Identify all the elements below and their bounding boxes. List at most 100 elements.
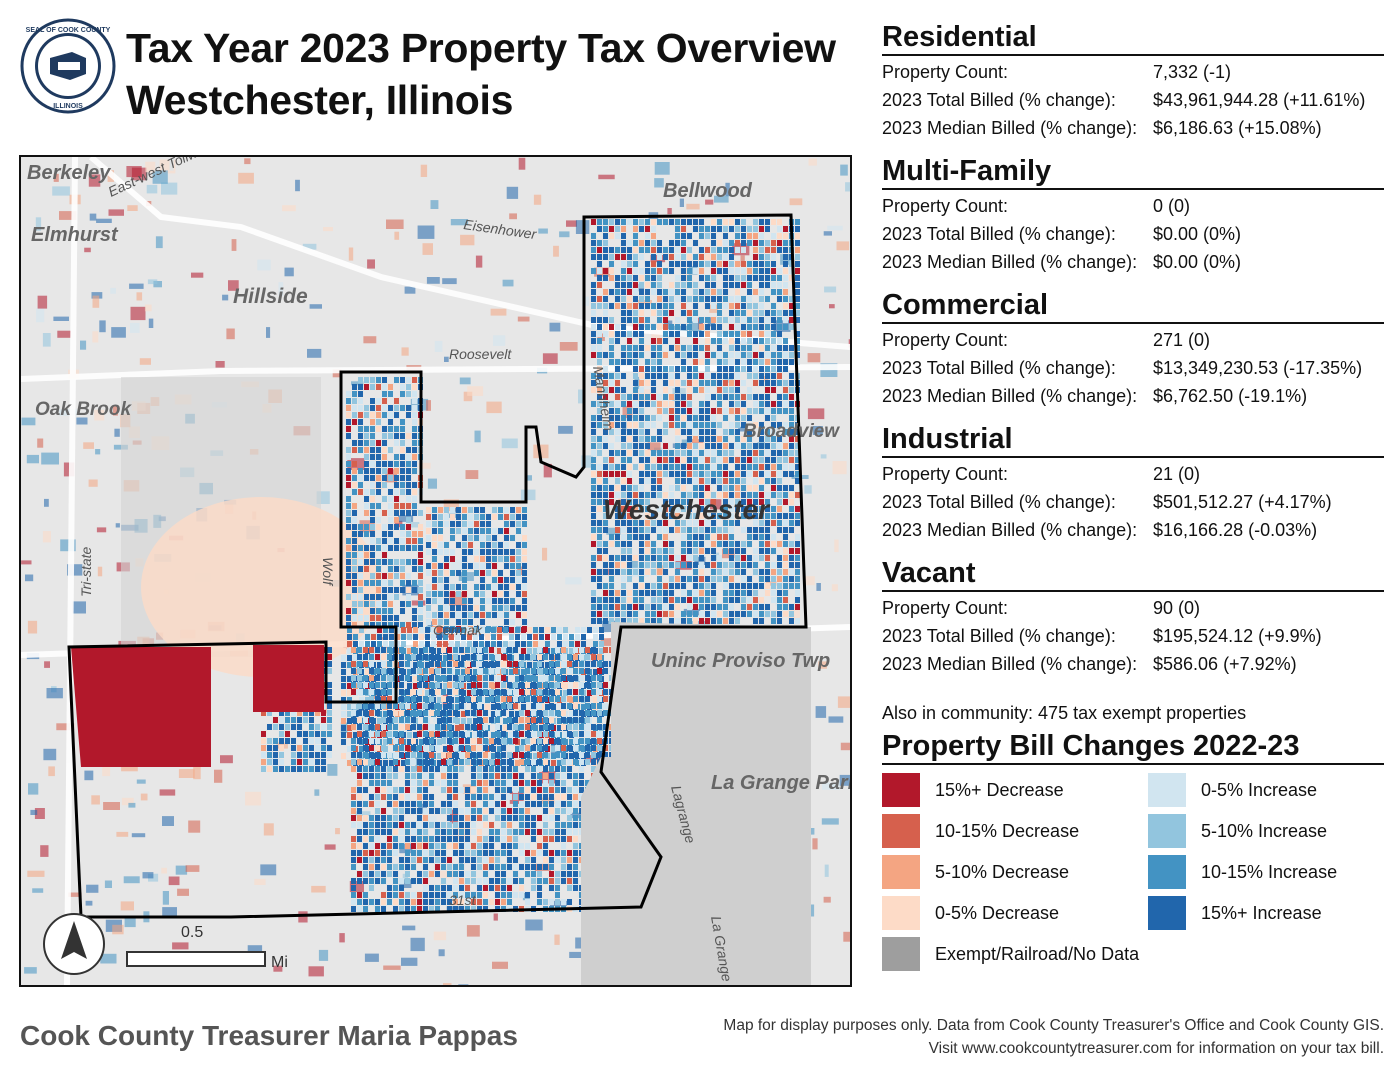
- legend-item: Exempt/Railroad/No Data: [882, 937, 1139, 971]
- median-label: 2023 Median Billed (% change):: [882, 118, 1138, 138]
- median-value: $6,186.63 (+15.08%): [1153, 118, 1322, 138]
- title-line-2: Westchester, Illinois: [126, 77, 514, 123]
- property-stats-panel: Residential Property Count: 7,332 (-1) 20…: [882, 20, 1384, 726]
- legend: 15%+ Decrease 10-15% Decrease 5-10% Decr…: [882, 773, 1384, 983]
- total-value: $13,349,230.53 (-17.35%): [1153, 358, 1363, 378]
- count-label: Property Count:: [882, 598, 1009, 618]
- legend-label: 0-5% Decrease: [935, 902, 1060, 923]
- legend-label: Exempt/Railroad/No Data: [935, 943, 1140, 964]
- total-label: 2023 Total Billed (% change):: [882, 224, 1116, 244]
- place-label-bellwood: Bellwood: [663, 180, 753, 202]
- page-title: Tax Year 2023 Property Tax Overview West…: [126, 22, 836, 126]
- legend-swatch: [1148, 896, 1186, 930]
- legend-title: Property Bill Changes 2022-23: [882, 729, 1384, 765]
- disclaimer-line-1: Map for display purposes only. Data from…: [723, 1017, 1384, 1034]
- road-label-tri-state: Tri-state: [78, 546, 94, 597]
- total-label: 2023 Total Billed (% change):: [882, 492, 1116, 512]
- place-label-elmhurst: Elmhurst: [31, 224, 119, 246]
- place-label-uninc-proviso: Uninc Proviso Twp: [651, 650, 830, 672]
- section-residential: Residential Property Count: 7,332 (-1) 20…: [882, 20, 1384, 142]
- total-value: $43,961,944.28 (+11.61%): [1153, 90, 1366, 110]
- cook-county-seal-logo: SEAL OF COOK COUNTY ILLINOIS: [20, 18, 116, 114]
- total-label: 2023 Total Billed (% change):: [882, 358, 1116, 378]
- legend-swatch: [882, 896, 920, 930]
- total-value: $501,512.27 (+4.17%): [1153, 492, 1332, 512]
- count-label: Property Count:: [882, 62, 1009, 82]
- section-title: Vacant: [882, 556, 1384, 592]
- hillside-parcel-area: [141, 497, 381, 677]
- count-label: Property Count:: [882, 464, 1009, 484]
- median-value: $6,762.50 (-19.1%): [1153, 386, 1308, 406]
- exempt-note: Also in community: 475 tax exempt proper…: [882, 703, 1247, 723]
- community-boundary: [67, 213, 808, 919]
- legend-label: 10-15% Decrease: [935, 820, 1080, 841]
- large-decrease-parcel: [71, 647, 211, 767]
- road-label-cermak: Cermak: [433, 622, 483, 638]
- disclaimer-line-2: Visit www.cookcountytreasurer.com for in…: [928, 1040, 1384, 1057]
- scale-unit: Mi: [271, 954, 288, 971]
- section-title: Industrial: [882, 422, 1384, 458]
- legend-item: 10-15% Increase: [1148, 855, 1337, 889]
- unincorporated-area: [581, 622, 811, 985]
- footer-credit: Cook County Treasurer Maria Pappas: [20, 1020, 518, 1051]
- place-label-broadview: Broadview: [743, 421, 840, 442]
- median-value: $586.06 (+7.92%): [1153, 654, 1297, 674]
- road-label-wolf: Wolf: [320, 557, 336, 587]
- road-label-31st: 31st: [449, 892, 477, 908]
- legend-item: 0-5% Increase: [1148, 773, 1317, 807]
- legend-swatch: [882, 937, 920, 971]
- section-title: Commercial: [882, 288, 1384, 324]
- median-value: $16,166.28 (-0.03%): [1153, 520, 1318, 540]
- section-title: Residential: [882, 20, 1384, 56]
- legend-swatch: [882, 814, 920, 848]
- median-label: 2023 Median Billed (% change):: [882, 386, 1138, 406]
- count-value: 21 (0): [1153, 464, 1201, 484]
- road-label-roosevelt: Roosevelt: [449, 346, 512, 362]
- legend-label: 5-10% Increase: [1201, 820, 1328, 841]
- median-value: $0.00 (0%): [1153, 252, 1242, 272]
- legend-label: 0-5% Increase: [1201, 779, 1318, 800]
- count-label: Property Count:: [882, 330, 1009, 350]
- total-value: $0.00 (0%): [1153, 224, 1242, 244]
- place-label-berkeley: Berkeley: [27, 162, 111, 184]
- legend-item: 15%+ Increase: [1148, 896, 1322, 930]
- place-label-oak-brook: Oak Brook: [35, 399, 133, 420]
- legend-item: 5-10% Decrease: [882, 855, 1069, 889]
- count-value: 0 (0): [1153, 196, 1191, 216]
- legend-swatch: [882, 773, 920, 807]
- total-label: 2023 Total Billed (% change):: [882, 626, 1116, 646]
- median-label: 2023 Median Billed (% change):: [882, 252, 1138, 272]
- svg-text:SEAL OF COOK COUNTY: SEAL OF COOK COUNTY: [26, 27, 111, 34]
- legend-label: 5-10% Decrease: [935, 861, 1070, 882]
- section-vacant: Vacant Property Count: 90 (0) 2023 Total …: [882, 556, 1384, 678]
- section-commercial: Commercial Property Count: 271 (0) 2023 T…: [882, 288, 1384, 410]
- svg-text:ILLINOIS: ILLINOIS: [53, 103, 83, 110]
- property-tax-map[interactable]: Berkeley Elmhurst Hillside Bellwood Oak …: [19, 155, 852, 987]
- count-value: 90 (0): [1153, 598, 1201, 618]
- place-labels: Berkeley Elmhurst Hillside Bellwood Oak …: [27, 162, 850, 794]
- median-label: 2023 Median Billed (% change):: [882, 654, 1138, 674]
- section-industrial: Industrial Property Count: 21 (0) 2023 To…: [882, 422, 1384, 544]
- legend-swatch: [1148, 814, 1186, 848]
- legend-label: 15%+ Increase: [1201, 902, 1322, 923]
- total-label: 2023 Total Billed (% change):: [882, 90, 1116, 110]
- count-value: 271 (0): [1153, 330, 1211, 350]
- legend-label: 10-15% Increase: [1201, 861, 1338, 882]
- legend-item: 15%+ Decrease: [882, 773, 1064, 807]
- scale-bar: 0.5 Mi: [126, 924, 288, 971]
- median-label: 2023 Median Billed (% change):: [882, 520, 1138, 540]
- place-label-hillside: Hillside: [233, 285, 308, 308]
- legend-item: 0-5% Decrease: [882, 896, 1059, 930]
- legend-item: 5-10% Increase: [1148, 814, 1327, 848]
- place-label-la-grange-park: La Grange Park: [711, 772, 850, 794]
- count-label: Property Count:: [882, 196, 1009, 216]
- scale-value: 0.5: [181, 924, 203, 941]
- north-arrow-icon: [61, 921, 87, 959]
- legend-label: 15%+ Decrease: [935, 779, 1064, 800]
- legend-swatch: [1148, 855, 1186, 889]
- decrease-parcel-2: [253, 645, 324, 712]
- section-title: Multi-Family: [882, 154, 1384, 190]
- north-arrow: [43, 913, 105, 975]
- section-multi-family: Multi-Family Property Count: 0 (0) 2023 T…: [882, 154, 1384, 276]
- community-label: Westchester: [603, 494, 771, 525]
